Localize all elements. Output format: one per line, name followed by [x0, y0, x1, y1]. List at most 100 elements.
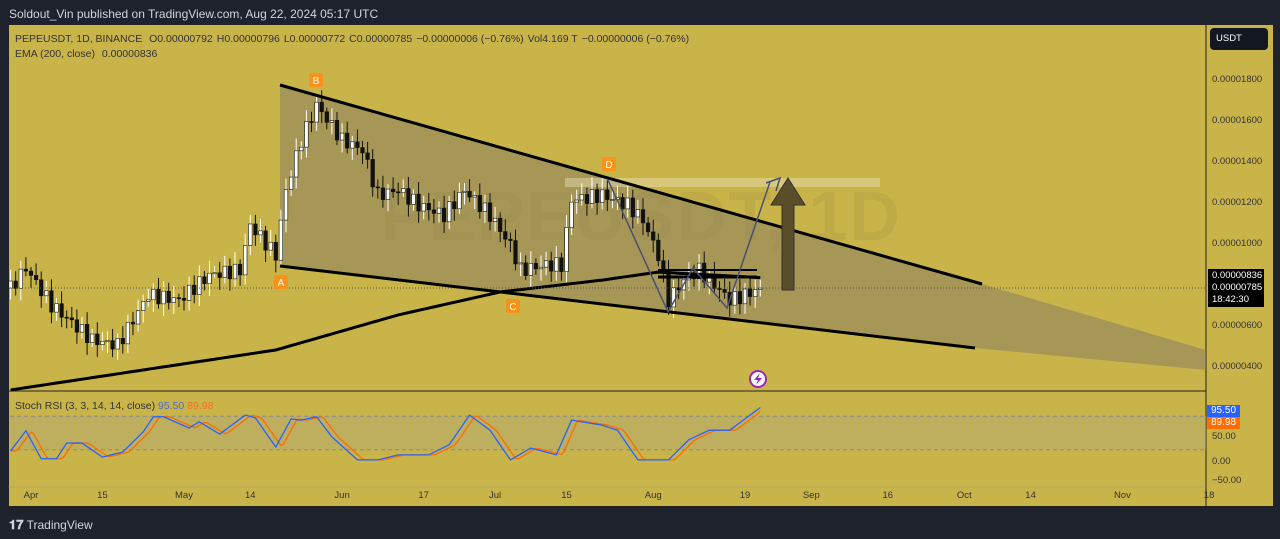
time-axis-label: Nov [1113, 490, 1131, 501]
price-axis-label: 0.00001600 [1212, 115, 1263, 126]
candle-body [283, 189, 289, 221]
vol-change: −0.00000006 (−0.76%) [581, 33, 690, 45]
candle-body [243, 245, 248, 276]
candle-body [151, 288, 156, 301]
ema-price-tag: 0.00000836 [1212, 270, 1263, 281]
stoch-d-line [10, 410, 761, 461]
candle-body [549, 260, 554, 272]
candle-body [630, 197, 635, 218]
candle-body [69, 317, 74, 321]
candle-body [533, 263, 538, 270]
rsi-title: Stoch RSI (3, 3, 14, 14, close) [15, 400, 156, 412]
candle-body [503, 231, 508, 240]
candle-body [339, 132, 345, 141]
candle-body [44, 290, 49, 297]
candle-body [28, 270, 34, 276]
candle-body [600, 189, 605, 203]
candle-body [64, 316, 69, 319]
candle-body [370, 159, 375, 188]
symbol[interactable]: PEPEUSDT, 1D, BINANCE [15, 33, 143, 45]
resistance-zone [565, 178, 880, 187]
time-axis-label: Sep [802, 490, 820, 501]
candle-body [640, 209, 646, 224]
candle-body [457, 191, 462, 210]
candle-body [477, 195, 482, 212]
candle-body [130, 321, 136, 325]
candle-body [294, 150, 299, 178]
rsi-axis-neg50: −50.00 [1212, 475, 1242, 486]
candle-body [181, 297, 187, 301]
candle-body [324, 111, 329, 123]
candle-body [85, 324, 90, 343]
candle-body [263, 230, 268, 251]
time-axis-label: 17 [418, 490, 429, 501]
candle-body [579, 194, 584, 201]
bar-countdown: 18:42:30 [1212, 294, 1249, 305]
ema-value: 0.00000836 [101, 48, 158, 60]
price-axis-label: 0.00000600 [1212, 320, 1263, 331]
candle-body [753, 289, 758, 297]
rsi-k-tag: 95.50 [1207, 405, 1240, 417]
rsi-axis-50: 50.00 [1212, 431, 1236, 442]
label-b: B [313, 76, 320, 87]
candle-body [452, 201, 457, 210]
low: L0.00000772 [283, 33, 346, 45]
time-axis-label: 15 [561, 490, 572, 501]
candle-body [467, 190, 472, 198]
stoch-rsi-legend: Stoch RSI (3, 3, 14, 14, close) 95.50 89… [15, 400, 213, 412]
candle-body [380, 187, 386, 200]
candle-body [23, 268, 29, 272]
time-axis-label: 18 [1203, 490, 1215, 501]
ema-title[interactable]: EMA (200, close) [15, 48, 95, 60]
time-axis-label: May [175, 490, 193, 501]
high: H0.00000796 [216, 33, 280, 45]
candle-body [238, 263, 243, 276]
symbol-legend: PEPEUSDT, 1D, BINANCE O0.00000792 H0.0000… [15, 32, 693, 62]
candle-body [625, 197, 630, 210]
candle-body [227, 265, 233, 280]
candle-body [421, 202, 426, 212]
candle-body [33, 275, 39, 281]
candle-body [559, 257, 564, 272]
candle-body [472, 195, 477, 198]
candle-body [273, 241, 278, 261]
candle-body [385, 188, 391, 200]
candle-body [569, 201, 574, 228]
candle-body [136, 310, 141, 325]
candle-body [8, 280, 13, 289]
label-d: D [605, 160, 612, 171]
candle-body [79, 324, 85, 333]
candle-body [375, 186, 380, 189]
brand-name: TradingView [26, 518, 93, 532]
candle-body [253, 223, 258, 236]
candle-body [161, 290, 166, 305]
candle-body [350, 141, 355, 149]
rsi-axis-0: 0.00 [1212, 456, 1231, 467]
candle-body [74, 319, 79, 333]
publish-info: Soldout_Vin published on TradingView.com… [9, 7, 379, 21]
candle-body [426, 202, 431, 211]
candle-body [309, 121, 314, 123]
candle-body [202, 276, 207, 285]
volume: 4.169 T [542, 33, 578, 45]
candle-body [217, 272, 222, 278]
candle-body [39, 279, 44, 297]
time-axis-label: 16 [882, 490, 894, 501]
candle-body [360, 147, 365, 154]
candle-body [401, 188, 406, 194]
candle-body [248, 223, 253, 246]
candle-body [13, 280, 18, 289]
candle-body [492, 217, 498, 222]
candle-body [523, 262, 528, 276]
candle-body [717, 288, 722, 290]
candle-body [742, 288, 748, 305]
tradingview-logo[interactable]: 𝟏𝟕 TradingView [9, 517, 93, 533]
candle-body [268, 241, 273, 251]
currency-button[interactable]: USDT [1210, 28, 1268, 50]
candle-body [146, 299, 151, 302]
candle-body [54, 303, 59, 313]
candle-body [487, 202, 493, 222]
candle-body [278, 219, 284, 261]
candle-body [635, 209, 640, 218]
